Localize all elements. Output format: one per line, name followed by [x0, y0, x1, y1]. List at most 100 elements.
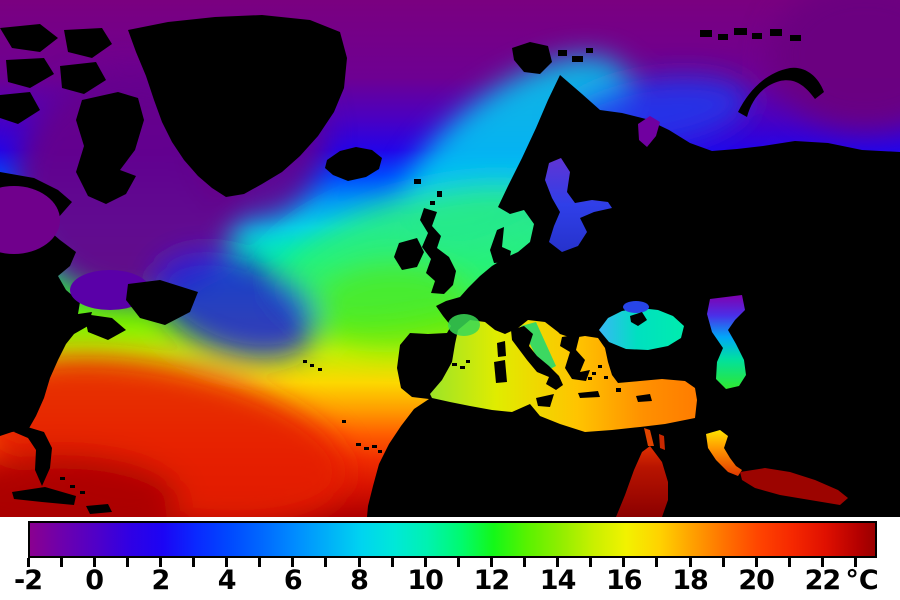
corsica — [497, 341, 506, 357]
colorbar-tick — [820, 558, 824, 567]
colorbar-tick — [92, 558, 96, 567]
colorbar-tick — [125, 558, 129, 567]
colorbar-unit-label: °C — [845, 565, 879, 596]
sicily — [536, 394, 554, 407]
colorbar-tick — [192, 558, 195, 567]
colorbar-tick — [523, 558, 526, 567]
colorbar-tick — [556, 558, 560, 567]
novaya-zemlya — [738, 67, 824, 117]
colorbar-tick-label: 16 — [606, 565, 643, 596]
nova-scotia — [84, 314, 126, 340]
colorbar-tick — [721, 558, 725, 567]
denmark — [490, 227, 511, 263]
colorbar-tick — [324, 558, 328, 567]
mediterranean-sea — [430, 320, 697, 432]
colorbar-tick — [26, 558, 30, 567]
cyprus — [636, 394, 652, 402]
sea-surface-temperature-map — [0, 0, 900, 517]
madeira-island — [342, 420, 346, 423]
colorbar-gradient — [28, 521, 877, 558]
iceland — [325, 147, 382, 181]
colorbar-tick — [423, 558, 427, 567]
colorbar-tick — [622, 558, 626, 567]
greenland-landmass — [128, 15, 347, 197]
cuba — [12, 487, 76, 505]
canary-islands — [356, 443, 382, 453]
colorbar-tick — [854, 558, 857, 567]
colorbar-tick — [357, 558, 361, 567]
red-sea — [616, 446, 668, 517]
arctic-island-4 — [60, 62, 106, 94]
colorbar-tick — [258, 558, 262, 567]
ireland — [394, 238, 424, 270]
colorbar-tick — [225, 558, 229, 567]
greece — [560, 334, 590, 381]
azores-islands — [303, 360, 322, 371]
orkney-islands — [430, 201, 435, 205]
colorbar-tick — [456, 558, 460, 567]
sardinia — [494, 360, 507, 383]
arctic-island-1 — [0, 24, 58, 52]
aegean-islands — [588, 365, 608, 380]
shetland-islands — [437, 191, 442, 197]
florida-peninsula — [14, 426, 52, 486]
map-canvas — [0, 0, 900, 517]
kara-sea-cold-water — [770, 0, 900, 130]
sea-of-azov — [623, 301, 649, 313]
colorbar-tick-label: 0 — [85, 565, 104, 596]
baltic-sea — [545, 158, 612, 252]
hispaniola — [86, 504, 112, 514]
colorbar-tick — [291, 558, 295, 567]
arctic-island-3 — [6, 58, 54, 88]
hudson-bay — [0, 186, 60, 254]
colorbar-tick-label: 18 — [672, 565, 709, 596]
newfoundland — [126, 280, 198, 325]
gulf-of-lion-water — [448, 314, 480, 336]
crete — [578, 391, 600, 398]
arctic-island-2 — [64, 28, 112, 58]
gulf-of-suez — [644, 428, 654, 446]
svalbard-islet-2 — [572, 56, 583, 62]
colorbar-tick — [589, 558, 593, 567]
colorbar-tick — [787, 558, 791, 567]
colorbar: -2 0 2 4 6 8 10 12 14 16 18 20 22 °C — [0, 517, 900, 600]
great-britain — [420, 208, 456, 294]
black-sea — [599, 308, 684, 350]
inland-seas-layer — [0, 116, 848, 517]
colorbar-tick-label: 14 — [539, 565, 577, 596]
italy — [511, 326, 563, 390]
colorbar-tick — [655, 558, 659, 567]
white-sea — [638, 116, 660, 147]
svalbard-islet-3 — [586, 48, 593, 53]
colorbar-tick-label: 8 — [350, 565, 369, 596]
svalbard-islet-1 — [558, 50, 567, 56]
crimea-peninsula — [630, 312, 647, 326]
balearic-islands — [452, 360, 470, 369]
caspian-sea — [707, 295, 746, 389]
colorbar-tick — [489, 558, 493, 567]
colorbar-tick — [390, 558, 394, 567]
colorbar-tick — [688, 558, 692, 567]
franz-josef-land — [700, 28, 801, 41]
colorbar-tick — [59, 558, 63, 567]
svalbard — [512, 42, 552, 74]
colorbar-tick-label: -2 — [14, 565, 43, 596]
gulf-of-oman-arabian-sea — [740, 468, 848, 505]
baffin-island — [76, 92, 144, 204]
colorbar-tick — [754, 558, 758, 567]
faroe-islands — [414, 179, 421, 184]
colorbar-tick-label: 10 — [407, 565, 444, 596]
colorbar-tick-label: 12 — [473, 565, 511, 596]
colorbar-tick-label: 20 — [738, 565, 775, 596]
arctic-island-5 — [0, 92, 40, 124]
gulf-of-aqaba — [659, 434, 665, 450]
newfoundland-cold-wedge — [153, 251, 317, 359]
colorbar-tick-label: 22 — [804, 565, 842, 596]
rhodes — [616, 388, 621, 392]
colorbar-tick — [158, 558, 162, 567]
colorbar-tick-label: 6 — [283, 565, 303, 596]
sea-islands-layer — [84, 227, 652, 407]
persian-gulf — [706, 430, 742, 476]
colorbar-tick-label: 4 — [217, 565, 237, 596]
